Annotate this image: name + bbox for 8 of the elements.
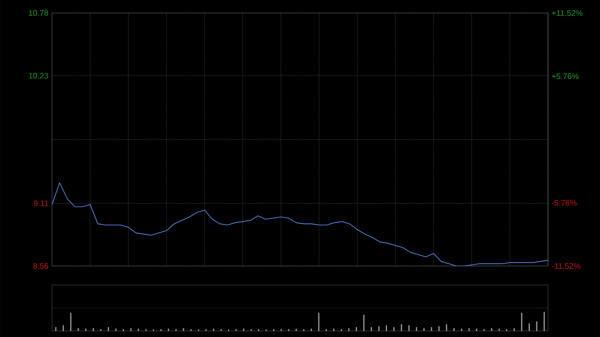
y2-tick-label: +5.76% bbox=[552, 73, 579, 80]
y-tick-label: 8.56 bbox=[33, 263, 48, 269]
y2-tick-label: -5.76% bbox=[552, 200, 577, 206]
y-tick-label: 10.23 bbox=[29, 72, 48, 79]
y2-tick-label: +11.52% bbox=[552, 10, 582, 16]
y2-tick-label: -11.52% bbox=[552, 263, 580, 269]
y-tick-label: 9.11 bbox=[34, 200, 48, 206]
y-tick-label: 10.78 bbox=[29, 10, 48, 16]
